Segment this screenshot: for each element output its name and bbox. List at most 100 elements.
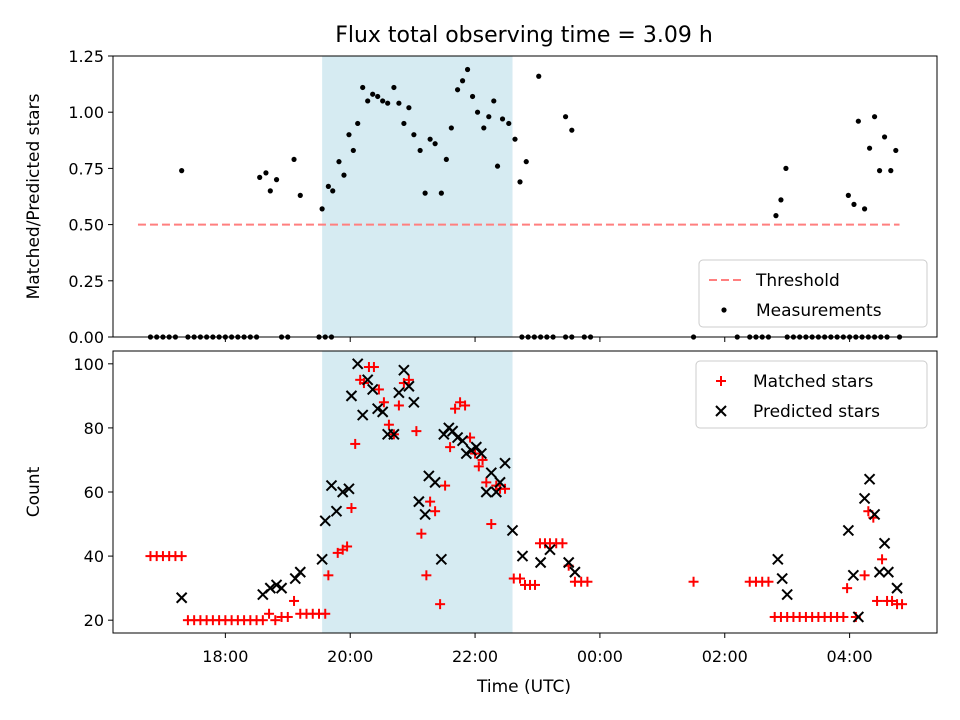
x-tick-label: 00:00 <box>577 647 623 666</box>
predicted-star-point <box>270 579 283 591</box>
measurement-point <box>855 118 861 124</box>
predicted-star-point <box>289 572 301 585</box>
predicted-star-point <box>419 508 431 521</box>
measurement-point <box>432 141 438 147</box>
measurement-point <box>494 163 501 169</box>
predicted-star-point-b <box>419 508 431 521</box>
matched-star-point <box>486 519 497 530</box>
legend-key-dot <box>721 307 727 313</box>
measurement-point <box>396 100 402 106</box>
matched-star-point <box>342 541 353 552</box>
measurement-point <box>845 192 851 198</box>
matched-star-point <box>515 573 526 584</box>
measurement-point <box>481 125 487 131</box>
measurement-point <box>459 78 466 84</box>
y-tick-label: 20 <box>84 611 104 630</box>
predicted-star-point-b <box>398 364 410 376</box>
measurement-point <box>866 145 873 151</box>
measurement-point <box>385 100 391 106</box>
matched-star-point <box>282 611 293 622</box>
measurement-point <box>491 98 497 104</box>
predicted-star-point-b <box>275 582 288 594</box>
predicted-star-point-b <box>842 524 855 537</box>
measurement-point <box>267 188 273 194</box>
predicted-star-point <box>776 572 788 585</box>
predicted-star-point <box>480 486 493 498</box>
matched-star-point <box>582 576 593 587</box>
measurement-point <box>179 168 185 174</box>
measurement-point <box>562 114 569 120</box>
matched-star-point <box>842 583 853 594</box>
measurement-point <box>355 120 361 127</box>
predicted-star-point <box>882 566 895 578</box>
predicted-star-point-b <box>371 402 384 415</box>
bottom-panel: 20 40 60 80 100 18:00 20:00 22:00 00:00 02:00 04:0… <box>24 350 938 666</box>
predicted-star-point-b <box>408 396 420 408</box>
y-tick-label: 0.00 <box>68 328 104 347</box>
legend: Threshold Measurements <box>698 259 928 328</box>
measurement-point <box>448 125 454 131</box>
measurement-point <box>536 73 542 79</box>
predicted-star-point <box>781 588 793 601</box>
matched-star-point <box>529 579 540 590</box>
measurement-point <box>506 120 512 127</box>
predicted-star-point <box>366 383 379 396</box>
measurement-point <box>474 109 481 115</box>
series-matched-stars <box>145 362 908 626</box>
predicted-star-point <box>494 476 506 489</box>
predicted-star-point <box>499 457 511 469</box>
y-axis-label: Count <box>24 466 44 517</box>
measurement-point <box>263 170 269 176</box>
predicted-star-point-b <box>562 556 575 569</box>
predicted-star-point-b <box>337 486 349 498</box>
predicted-star-point-b <box>494 476 506 489</box>
predicted-star-point-b <box>534 556 547 569</box>
matched-star-point <box>393 400 404 411</box>
y-tick-label: 80 <box>84 419 104 438</box>
predicted-star-point-b <box>465 444 478 457</box>
measurement-point <box>783 165 789 171</box>
matched-star-point <box>383 419 394 430</box>
predicted-star-point-b <box>330 505 343 517</box>
predicted-star-point-b <box>446 425 459 437</box>
predicted-star-point-b <box>376 406 389 418</box>
predicted-star-point <box>451 431 464 444</box>
x-tick-label: 02:00 <box>702 647 748 666</box>
predicted-star-point <box>330 505 343 517</box>
predicted-star-point-b <box>776 572 788 585</box>
measurement-point <box>350 147 356 154</box>
matched-star-point <box>416 528 427 539</box>
predicted-star-point <box>858 492 871 505</box>
matched-star-point <box>473 461 484 472</box>
measurement-point <box>469 93 476 100</box>
predicted-star-point-b <box>429 476 441 489</box>
legend-label: Measurements <box>756 301 882 321</box>
measurement-point <box>297 192 303 198</box>
predicted-star-point <box>361 374 374 386</box>
measurement-point <box>330 188 336 194</box>
matched-star-point <box>368 362 379 373</box>
y-tick-label: 1.00 <box>68 103 104 122</box>
predicted-star-point-b <box>485 467 497 479</box>
legend-box <box>698 259 928 328</box>
predicted-star-point <box>429 476 441 489</box>
matched-star-point <box>270 615 281 626</box>
predicted-star-point-b <box>351 358 364 370</box>
matched-star-point <box>320 608 331 619</box>
measurement-point <box>778 197 784 203</box>
predicted-star-point <box>847 569 860 582</box>
legend-key-plus <box>716 376 726 386</box>
predicted-star-point-b <box>882 566 895 578</box>
measurement-point <box>512 136 518 142</box>
matched-star-point <box>289 595 300 606</box>
predicted-star-point <box>371 402 384 415</box>
predicted-star-point-b <box>316 553 328 566</box>
predicted-star-point <box>516 550 529 562</box>
predicted-star-point-b <box>435 553 448 566</box>
predicted-star-point-b <box>490 486 502 498</box>
predicted-star-point <box>852 611 865 623</box>
predicted-star-point <box>873 566 886 578</box>
x-tick-label: 18:00 <box>202 647 248 666</box>
predicted-star-point-b <box>456 435 469 447</box>
predicted-star-point-b <box>569 566 581 578</box>
